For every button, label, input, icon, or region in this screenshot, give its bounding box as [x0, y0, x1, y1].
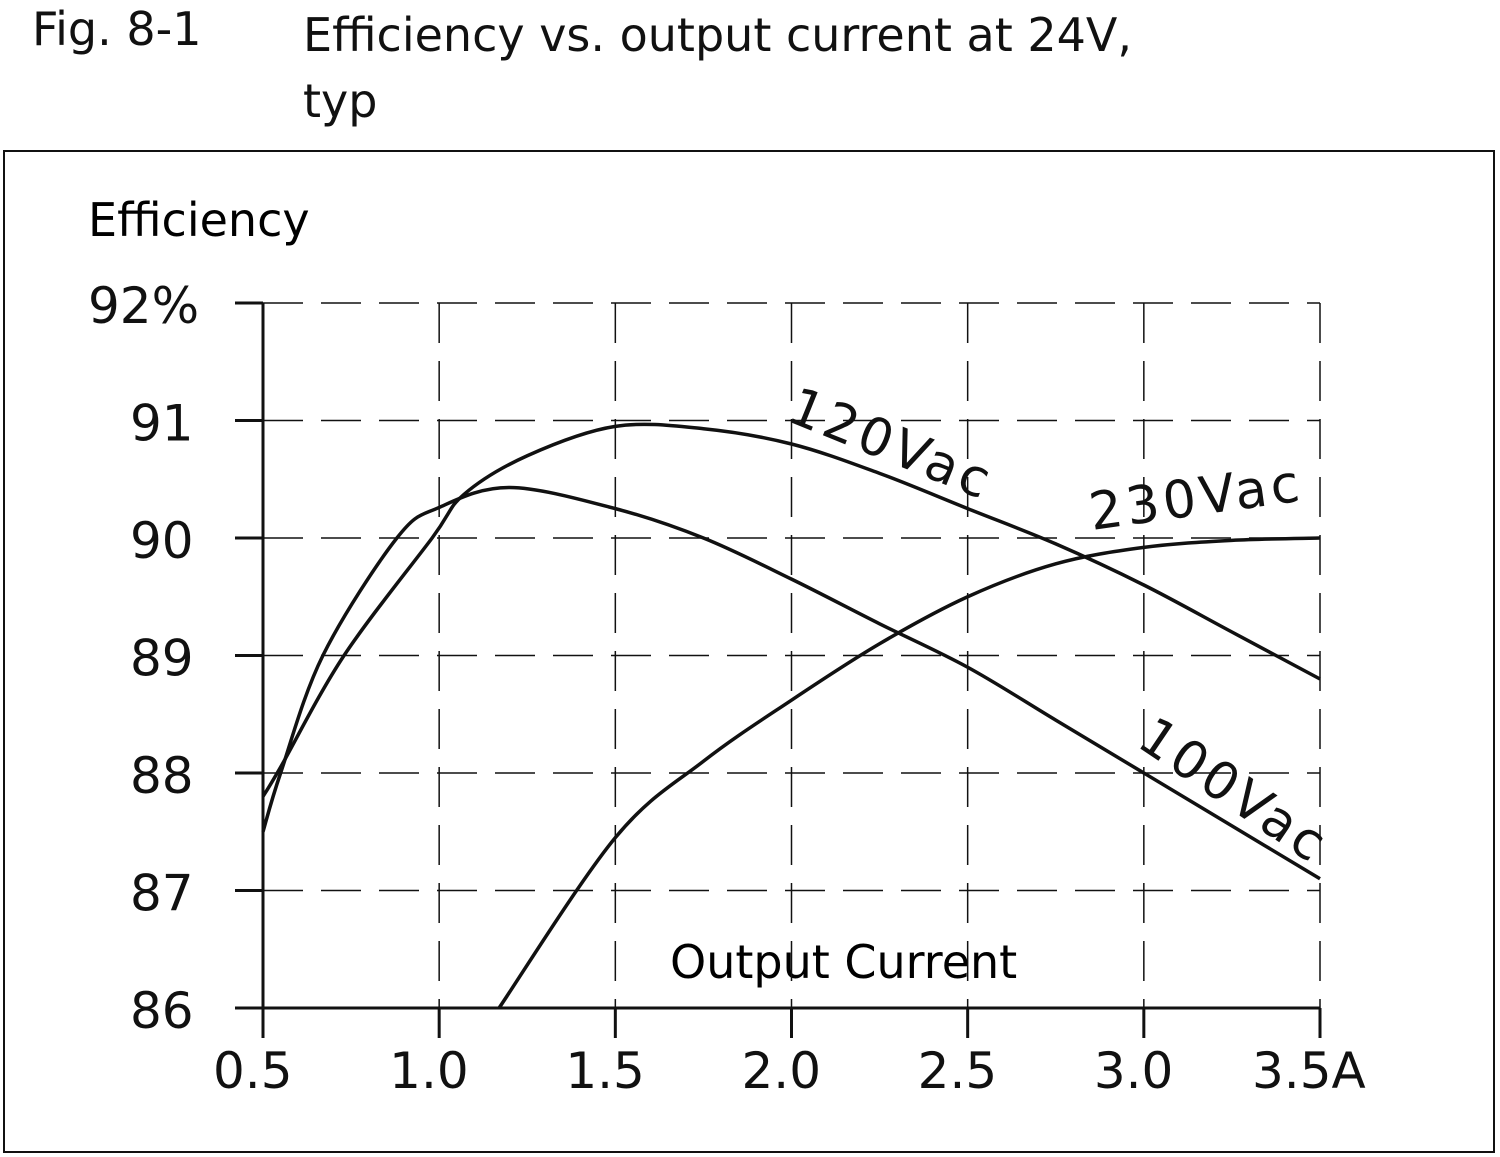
y-tick-label: 86 — [130, 982, 194, 1040]
series-label-230vac: 230Vac — [1085, 454, 1307, 543]
series-line-100vac — [261, 485, 1321, 881]
figure-label: Fig. 8-1 — [32, 2, 202, 56]
y-tick-label: 89 — [130, 630, 194, 688]
y-axis-label: Efficiency — [88, 193, 310, 247]
y-tick-label: 90 — [130, 512, 194, 570]
x-tick-label: 2.0 — [742, 1042, 822, 1100]
y-tick-label: 92% — [88, 277, 199, 335]
x-tick-label: 2.5 — [918, 1042, 998, 1100]
y-tick-label: 88 — [130, 747, 194, 805]
y-tick-label: 91 — [130, 395, 194, 453]
y-tick-label: 87 — [130, 865, 194, 923]
x-tick-label: 1.5 — [565, 1042, 645, 1100]
x-tick-label: 1.0 — [389, 1042, 469, 1100]
chart-title: Efficiency vs. output current at 24V, ty… — [303, 2, 1203, 134]
chart-title-line1: Efficiency vs. output current at 24V, — [303, 8, 1133, 62]
series-line-120vac — [261, 422, 1321, 798]
series-line-230vac — [497, 536, 1321, 1009]
series-label-100vac: 100Vac — [1128, 706, 1340, 876]
series-label-120vac: 120Vac — [780, 376, 1002, 512]
chart-title-line2: typ — [303, 74, 378, 128]
x-tick-label: 0.5 — [213, 1042, 293, 1100]
x-axis-label: Output Current — [670, 935, 1017, 989]
chart-frame — [3, 150, 1495, 1153]
x-tick-label: 3.5A — [1252, 1042, 1366, 1100]
x-tick-label: 3.0 — [1094, 1042, 1174, 1100]
